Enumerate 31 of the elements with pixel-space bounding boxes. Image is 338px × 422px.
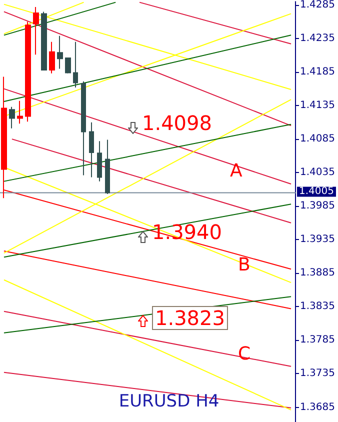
y-tick-label: 1.4085 [300, 134, 336, 145]
candlestick [57, 35, 63, 70]
candlestick [81, 80, 86, 176]
y-tick-label: 1.3985 [300, 200, 336, 212]
candlestick [9, 106, 15, 129]
y-tick-label: 1.4235 [300, 33, 336, 44]
y-tick-label: 1.4185 [300, 66, 336, 78]
y-tick-label: 1.3835 [300, 301, 336, 312]
y-tick-label: 1.4035 [300, 167, 336, 178]
candlestick [49, 41, 55, 74]
candlestick [33, 6, 39, 56]
candlestick [25, 21, 31, 122]
candlestick [73, 41, 78, 88]
y-tick-label: 1.3935 [300, 234, 336, 246]
annotation: 1.3823 [155, 306, 225, 330]
y-tick-label: 1.3735 [300, 368, 336, 380]
candlestick [89, 122, 94, 178]
candlestick [105, 139, 110, 195]
y-tick-label: 1.3885 [300, 268, 336, 279]
candlestick [65, 57, 71, 74]
y-tick-label: 1.4285 [300, 0, 336, 10]
annotation: A [230, 160, 243, 182]
annotation: 1.4098 [142, 111, 212, 135]
candlestick [97, 140, 102, 182]
text: EURUSD H4 [118, 392, 220, 412]
y-tick-label: 1.3685 [300, 402, 336, 413]
candlestick [41, 11, 47, 71]
ref-line-label: 1.4005 [299, 186, 334, 198]
y-tick-label: 1.3785 [300, 334, 336, 346]
candlestick [17, 100, 23, 124]
y-tick-label: 1.4135 [300, 100, 336, 112]
